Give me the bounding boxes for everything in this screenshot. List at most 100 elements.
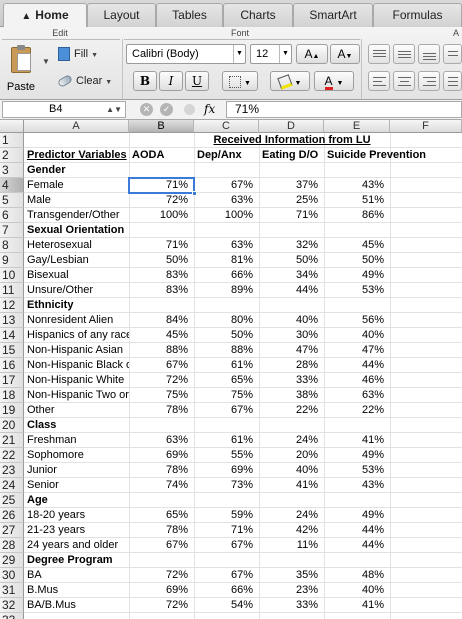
cell-d20[interactable] xyxy=(259,418,324,433)
cell-f30[interactable] xyxy=(390,568,462,583)
select-all-corner[interactable] xyxy=(0,120,24,133)
cell-f33[interactable] xyxy=(390,613,462,619)
row-header[interactable]: 16 xyxy=(0,358,24,373)
cell-c30[interactable]: 67% xyxy=(230,569,253,581)
cell-d10[interactable]: 34% xyxy=(295,269,318,281)
cell-d14[interactable]: 30% xyxy=(295,329,318,341)
row-header[interactable]: 21 xyxy=(0,433,24,448)
cell-f13[interactable] xyxy=(390,313,462,328)
cell-f25[interactable] xyxy=(390,493,462,508)
cell-b16[interactable]: 67% xyxy=(165,359,188,371)
cell-d4[interactable]: 37% xyxy=(295,179,318,191)
cell-b31[interactable]: 69% xyxy=(165,584,188,596)
clear-button[interactable]: Clear ▼ xyxy=(56,71,112,91)
row-header[interactable]: 24 xyxy=(0,478,24,493)
font-size-select[interactable]: 12 ▼ xyxy=(250,44,292,64)
align-middle-button[interactable] xyxy=(393,44,415,64)
cell-e31[interactable]: 40% xyxy=(361,584,384,596)
cell-f9[interactable] xyxy=(390,253,462,268)
row-header[interactable]: 3 xyxy=(0,163,24,178)
cell-f3[interactable] xyxy=(390,163,462,178)
cell-d5[interactable]: 25% xyxy=(295,194,318,206)
cell-d8[interactable]: 32% xyxy=(295,239,318,251)
font-color-button[interactable]: A ▼ xyxy=(314,71,354,91)
cell-f27[interactable] xyxy=(390,523,462,538)
cell-e1[interactable] xyxy=(324,133,390,148)
cell-a32[interactable]: BA/B.Mus xyxy=(27,599,76,611)
cell-d32[interactable]: 33% xyxy=(295,599,318,611)
row-header[interactable]: 2 xyxy=(0,148,24,163)
cell-e14[interactable]: 40% xyxy=(361,329,384,341)
cell-a15[interactable]: Non-Hispanic Asian xyxy=(27,344,123,356)
row-header[interactable]: 12 xyxy=(0,298,24,313)
cell-c27[interactable]: 71% xyxy=(230,524,253,536)
cell-c7[interactable] xyxy=(194,223,259,238)
cell-c11[interactable]: 89% xyxy=(230,284,253,296)
paste-button[interactable]: Paste xyxy=(3,45,39,97)
cell-a26[interactable]: 18-20 years xyxy=(27,509,86,521)
tab-smartart[interactable]: SmartArt xyxy=(293,3,373,27)
cell-e10[interactable]: 49% xyxy=(361,269,384,281)
cell-a25[interactable]: Age xyxy=(27,494,48,506)
cell-b1[interactable] xyxy=(129,133,194,148)
cell-c22[interactable]: 55% xyxy=(230,449,253,461)
cell-b21[interactable]: 63% xyxy=(165,434,188,446)
cell-f17[interactable] xyxy=(390,373,462,388)
column-header-d[interactable]: D xyxy=(259,120,324,133)
cell-e9[interactable]: 50% xyxy=(361,254,384,266)
insert-function-button[interactable]: fx xyxy=(204,102,216,116)
cell-b12[interactable] xyxy=(129,298,194,313)
cell-a3[interactable]: Gender xyxy=(27,164,66,176)
cell-d33[interactable] xyxy=(259,613,324,619)
fill-color-button[interactable]: ▼ xyxy=(270,71,310,91)
cell-e12[interactable] xyxy=(324,298,390,313)
cell-e6[interactable]: 86% xyxy=(361,209,384,221)
cell-c10[interactable]: 66% xyxy=(230,269,253,281)
cell-d6[interactable]: 71% xyxy=(295,209,318,221)
cell-a10[interactable]: Bisexual xyxy=(27,269,69,281)
cell-c21[interactable]: 61% xyxy=(230,434,253,446)
cell-a33[interactable] xyxy=(24,613,129,619)
cell-e27[interactable]: 44% xyxy=(361,524,384,536)
row-header[interactable]: 18 xyxy=(0,388,24,403)
tab-layout[interactable]: Layout xyxy=(87,3,156,27)
row-header[interactable]: 26 xyxy=(0,508,24,523)
cell-e32[interactable]: 41% xyxy=(361,599,384,611)
cell-c3[interactable] xyxy=(194,163,259,178)
cell-b10[interactable]: 83% xyxy=(165,269,188,281)
row-header[interactable]: 32 xyxy=(0,598,24,613)
cell-f1[interactable] xyxy=(390,133,462,148)
row-header[interactable]: 1 xyxy=(0,133,24,148)
cell-c25[interactable] xyxy=(194,493,259,508)
cell-c4[interactable]: 67% xyxy=(230,179,253,191)
bold-button[interactable]: B xyxy=(133,71,157,91)
cell-c9[interactable]: 81% xyxy=(230,254,253,266)
cell-e29[interactable] xyxy=(324,553,390,568)
row-header[interactable]: 33 xyxy=(0,613,24,619)
cell-e19[interactable]: 22% xyxy=(361,404,384,416)
cell-a13[interactable]: Nonresident Alien xyxy=(27,314,114,326)
row-header[interactable]: 11 xyxy=(0,283,24,298)
cell-b9[interactable]: 50% xyxy=(165,254,188,266)
cell-d18[interactable]: 38% xyxy=(295,389,318,401)
cell-d3[interactable] xyxy=(259,163,324,178)
cell-f19[interactable] xyxy=(390,403,462,418)
cell-e24[interactable]: 43% xyxy=(361,479,384,491)
justify-button[interactable] xyxy=(443,71,462,91)
cell-b15[interactable]: 88% xyxy=(165,344,188,356)
cell-b3[interactable] xyxy=(129,163,194,178)
cell-d9[interactable]: 50% xyxy=(295,254,318,266)
cell-c15[interactable]: 88% xyxy=(230,344,253,356)
cell-f14[interactable] xyxy=(390,328,462,343)
cell-d27[interactable]: 42% xyxy=(295,524,318,536)
cell-f12[interactable] xyxy=(390,298,462,313)
cell-d29[interactable] xyxy=(259,553,324,568)
row-header[interactable]: 19 xyxy=(0,403,24,418)
cell-e33[interactable] xyxy=(324,613,390,619)
cell-d30[interactable]: 35% xyxy=(295,569,318,581)
cell-a1[interactable] xyxy=(24,133,129,148)
cell-b20[interactable] xyxy=(129,418,194,433)
row-header[interactable]: 7 xyxy=(0,223,24,238)
cell-e21[interactable]: 41% xyxy=(361,434,384,446)
cell-c13[interactable]: 80% xyxy=(230,314,253,326)
